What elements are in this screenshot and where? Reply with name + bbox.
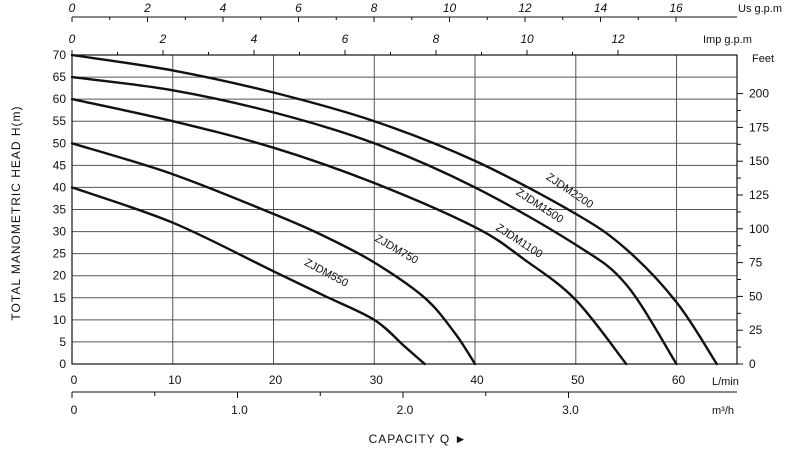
feet-tick-label: 75 (749, 256, 763, 270)
axes (71, 16, 743, 398)
y-tick-label: 40 (53, 180, 67, 194)
us-gpm-tick-label: 8 (371, 1, 378, 15)
curve-label-zjdm2200: ZJDM2200 (544, 171, 595, 211)
feet-tick-label: 200 (749, 87, 769, 101)
y-tick-label: 25 (53, 247, 67, 261)
us-gpm-tick-label: 12 (518, 1, 532, 15)
grid-lines (71, 54, 737, 365)
imp-gpm-tick-label: 12 (611, 32, 625, 46)
curve-label-zjdm550: ZJDM550 (302, 257, 350, 290)
us-gpm-tick-label: 10 (443, 1, 457, 15)
curve-zjdm2200 (70, 53, 718, 366)
m3h-tick-label: 1.0 (231, 403, 248, 417)
curve-zjdm1500 (70, 75, 678, 366)
x-tick-label: 20 (269, 373, 283, 387)
imp-gpm-tick-label: 0 (69, 32, 76, 46)
us-gpm-tick-label: 0 (69, 1, 76, 15)
feet-tick-label: 175 (749, 120, 769, 134)
y-tick-label: 30 (53, 225, 67, 239)
y-tick-label: 60 (53, 92, 67, 106)
imp-gpm-tick-label: 6 (342, 32, 349, 46)
x-tick-label: 0 (71, 373, 78, 387)
plot-frame (71, 54, 738, 365)
feet-tick-label: 150 (749, 154, 769, 168)
y-tick-label: 55 (53, 114, 67, 128)
feet-unit: Feet (752, 53, 774, 65)
curve-zjdm1100 (70, 97, 628, 366)
y-tick-label: 5 (59, 335, 66, 349)
x-tick-label: 30 (370, 373, 384, 387)
x-tick-label: 40 (470, 373, 484, 387)
m3h-tick-label: 2.0 (397, 403, 414, 417)
feet-tick-label: 50 (749, 289, 763, 303)
y-tick-label: 15 (53, 291, 67, 305)
x-tick-label: 60 (672, 373, 686, 387)
y-tick-label: 0 (59, 357, 66, 371)
imp-gpm-tick-label: 4 (251, 32, 258, 46)
m3h-tick-label: 0 (71, 403, 78, 417)
y-tick-label: 45 (53, 158, 67, 172)
feet-tick-label: 125 (749, 188, 769, 202)
us-gpm-tick-label: 4 (220, 1, 227, 15)
y-tick-label: 70 (53, 48, 67, 62)
x-tick-label: 10 (168, 373, 182, 387)
x-axis-title: CAPACITY Q ► (369, 432, 468, 446)
y-tick-label: 35 (53, 203, 67, 217)
pump-curves (70, 53, 718, 366)
imp-gpm-tick-label: 10 (520, 32, 534, 46)
m3h-tick-label: 3.0 (562, 403, 579, 417)
us-gpm-tick-label: 14 (594, 1, 608, 15)
y-axis-title: TOTAL MANOMETRIC HEAD H(m) (9, 105, 23, 320)
x-tick-label: 50 (571, 373, 585, 387)
us-gpm-tick-label: 16 (669, 1, 683, 15)
us-gpm-unit: Us g.p.m (738, 3, 782, 15)
y-tick-label: 10 (53, 313, 67, 327)
feet-tick-label: 25 (749, 323, 763, 337)
m3h-unit: m³/h (712, 405, 734, 417)
curve-label-zjdm750: ZJDM750 (373, 233, 420, 267)
us-gpm-tick-label: 2 (143, 1, 151, 15)
y-tick-label: 65 (53, 70, 67, 84)
imp-gpm-tick-label: 8 (433, 32, 440, 46)
x-unit-label: L/min (712, 376, 739, 388)
us-gpm-tick-label: 6 (295, 1, 302, 15)
curve-zjdm550 (70, 186, 426, 366)
imp-gpm-tick-label: 2 (159, 32, 167, 46)
curve-zjdm750 (70, 142, 477, 366)
feet-tick-label: 0 (749, 357, 756, 371)
y-tick-label: 20 (53, 269, 67, 283)
y-tick-label: 50 (53, 136, 67, 150)
imp-gpm-unit: Imp g.p.m (703, 34, 752, 46)
feet-tick-label: 100 (749, 222, 769, 236)
